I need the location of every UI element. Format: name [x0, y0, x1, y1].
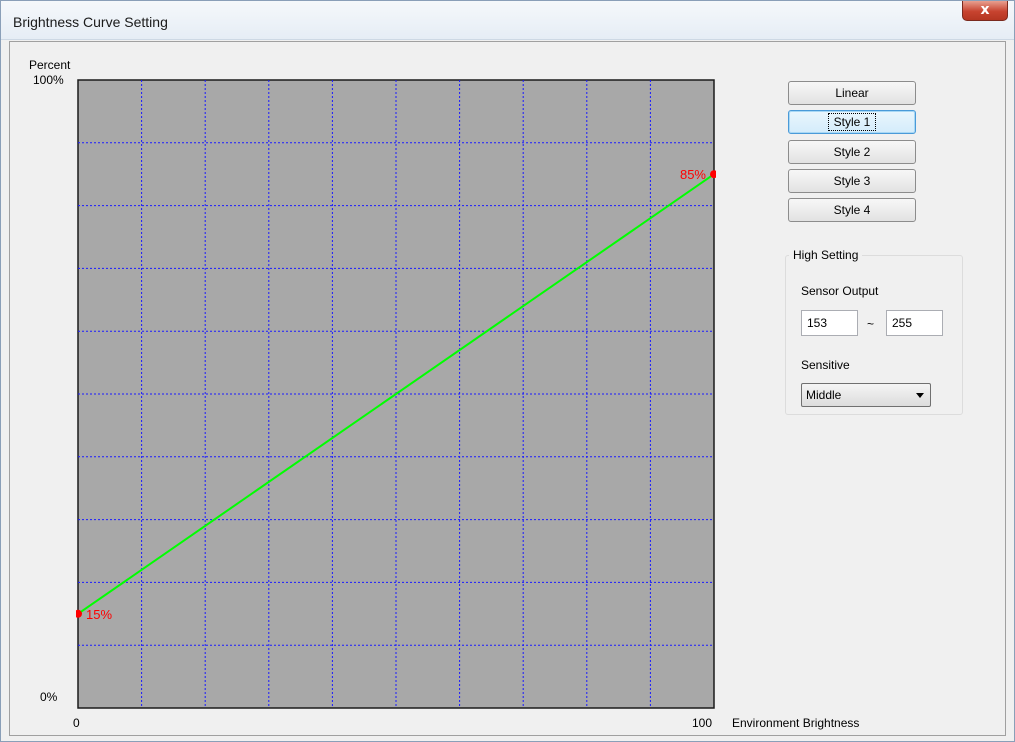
sensor-output-label: Sensor Output — [801, 284, 879, 298]
x-tick-left: 0 — [73, 716, 80, 730]
curve-line — [77, 173, 715, 615]
style-button-label: Style 3 — [833, 174, 871, 188]
brightness-curve-chart[interactable]: 15% 85% — [76, 78, 716, 710]
high-setting-group — [785, 255, 963, 415]
sensitive-label: Sensitive — [801, 358, 850, 372]
style-button-2[interactable]: Style 2 — [788, 140, 916, 164]
sensor-max-input[interactable]: 255 — [886, 310, 943, 336]
sensor-min-input[interactable]: 153 — [801, 310, 858, 336]
chevron-down-icon — [916, 393, 924, 398]
style-button-0[interactable]: Linear — [788, 81, 916, 105]
y-axis-title: Percent — [29, 58, 71, 72]
range-separator: ~ — [867, 317, 875, 331]
style-button-1[interactable]: Style 1 — [788, 110, 916, 134]
close-button[interactable]: x — [962, 1, 1008, 21]
curve-point-label-1: 85% — [680, 167, 706, 182]
sensitive-select-value: Middle — [806, 388, 842, 402]
curve-point-0 — [76, 609, 82, 618]
title-bar: Brightness Curve Setting x — [1, 1, 1014, 40]
y-tick-top: 100% — [33, 73, 64, 87]
x-tick-right: 100 — [692, 716, 713, 730]
sensitive-select[interactable]: Middle — [801, 383, 931, 407]
style-button-label: Style 4 — [833, 203, 871, 217]
x-axis-title: Environment Brightness — [732, 716, 860, 730]
high-setting-title: High Setting — [789, 248, 863, 262]
style-button-label: Style 1 — [827, 113, 877, 131]
curve-point-label-0: 15% — [86, 607, 112, 622]
window-title: Brightness Curve Setting — [13, 14, 168, 30]
curve-point-1 — [710, 170, 716, 179]
close-icon: x — [980, 2, 990, 18]
style-button-3[interactable]: Style 3 — [788, 169, 916, 193]
style-button-label: Linear — [835, 86, 869, 100]
y-tick-bottom: 0% — [40, 690, 58, 704]
style-button-label: Style 2 — [833, 145, 871, 159]
style-button-4[interactable]: Style 4 — [788, 198, 916, 222]
